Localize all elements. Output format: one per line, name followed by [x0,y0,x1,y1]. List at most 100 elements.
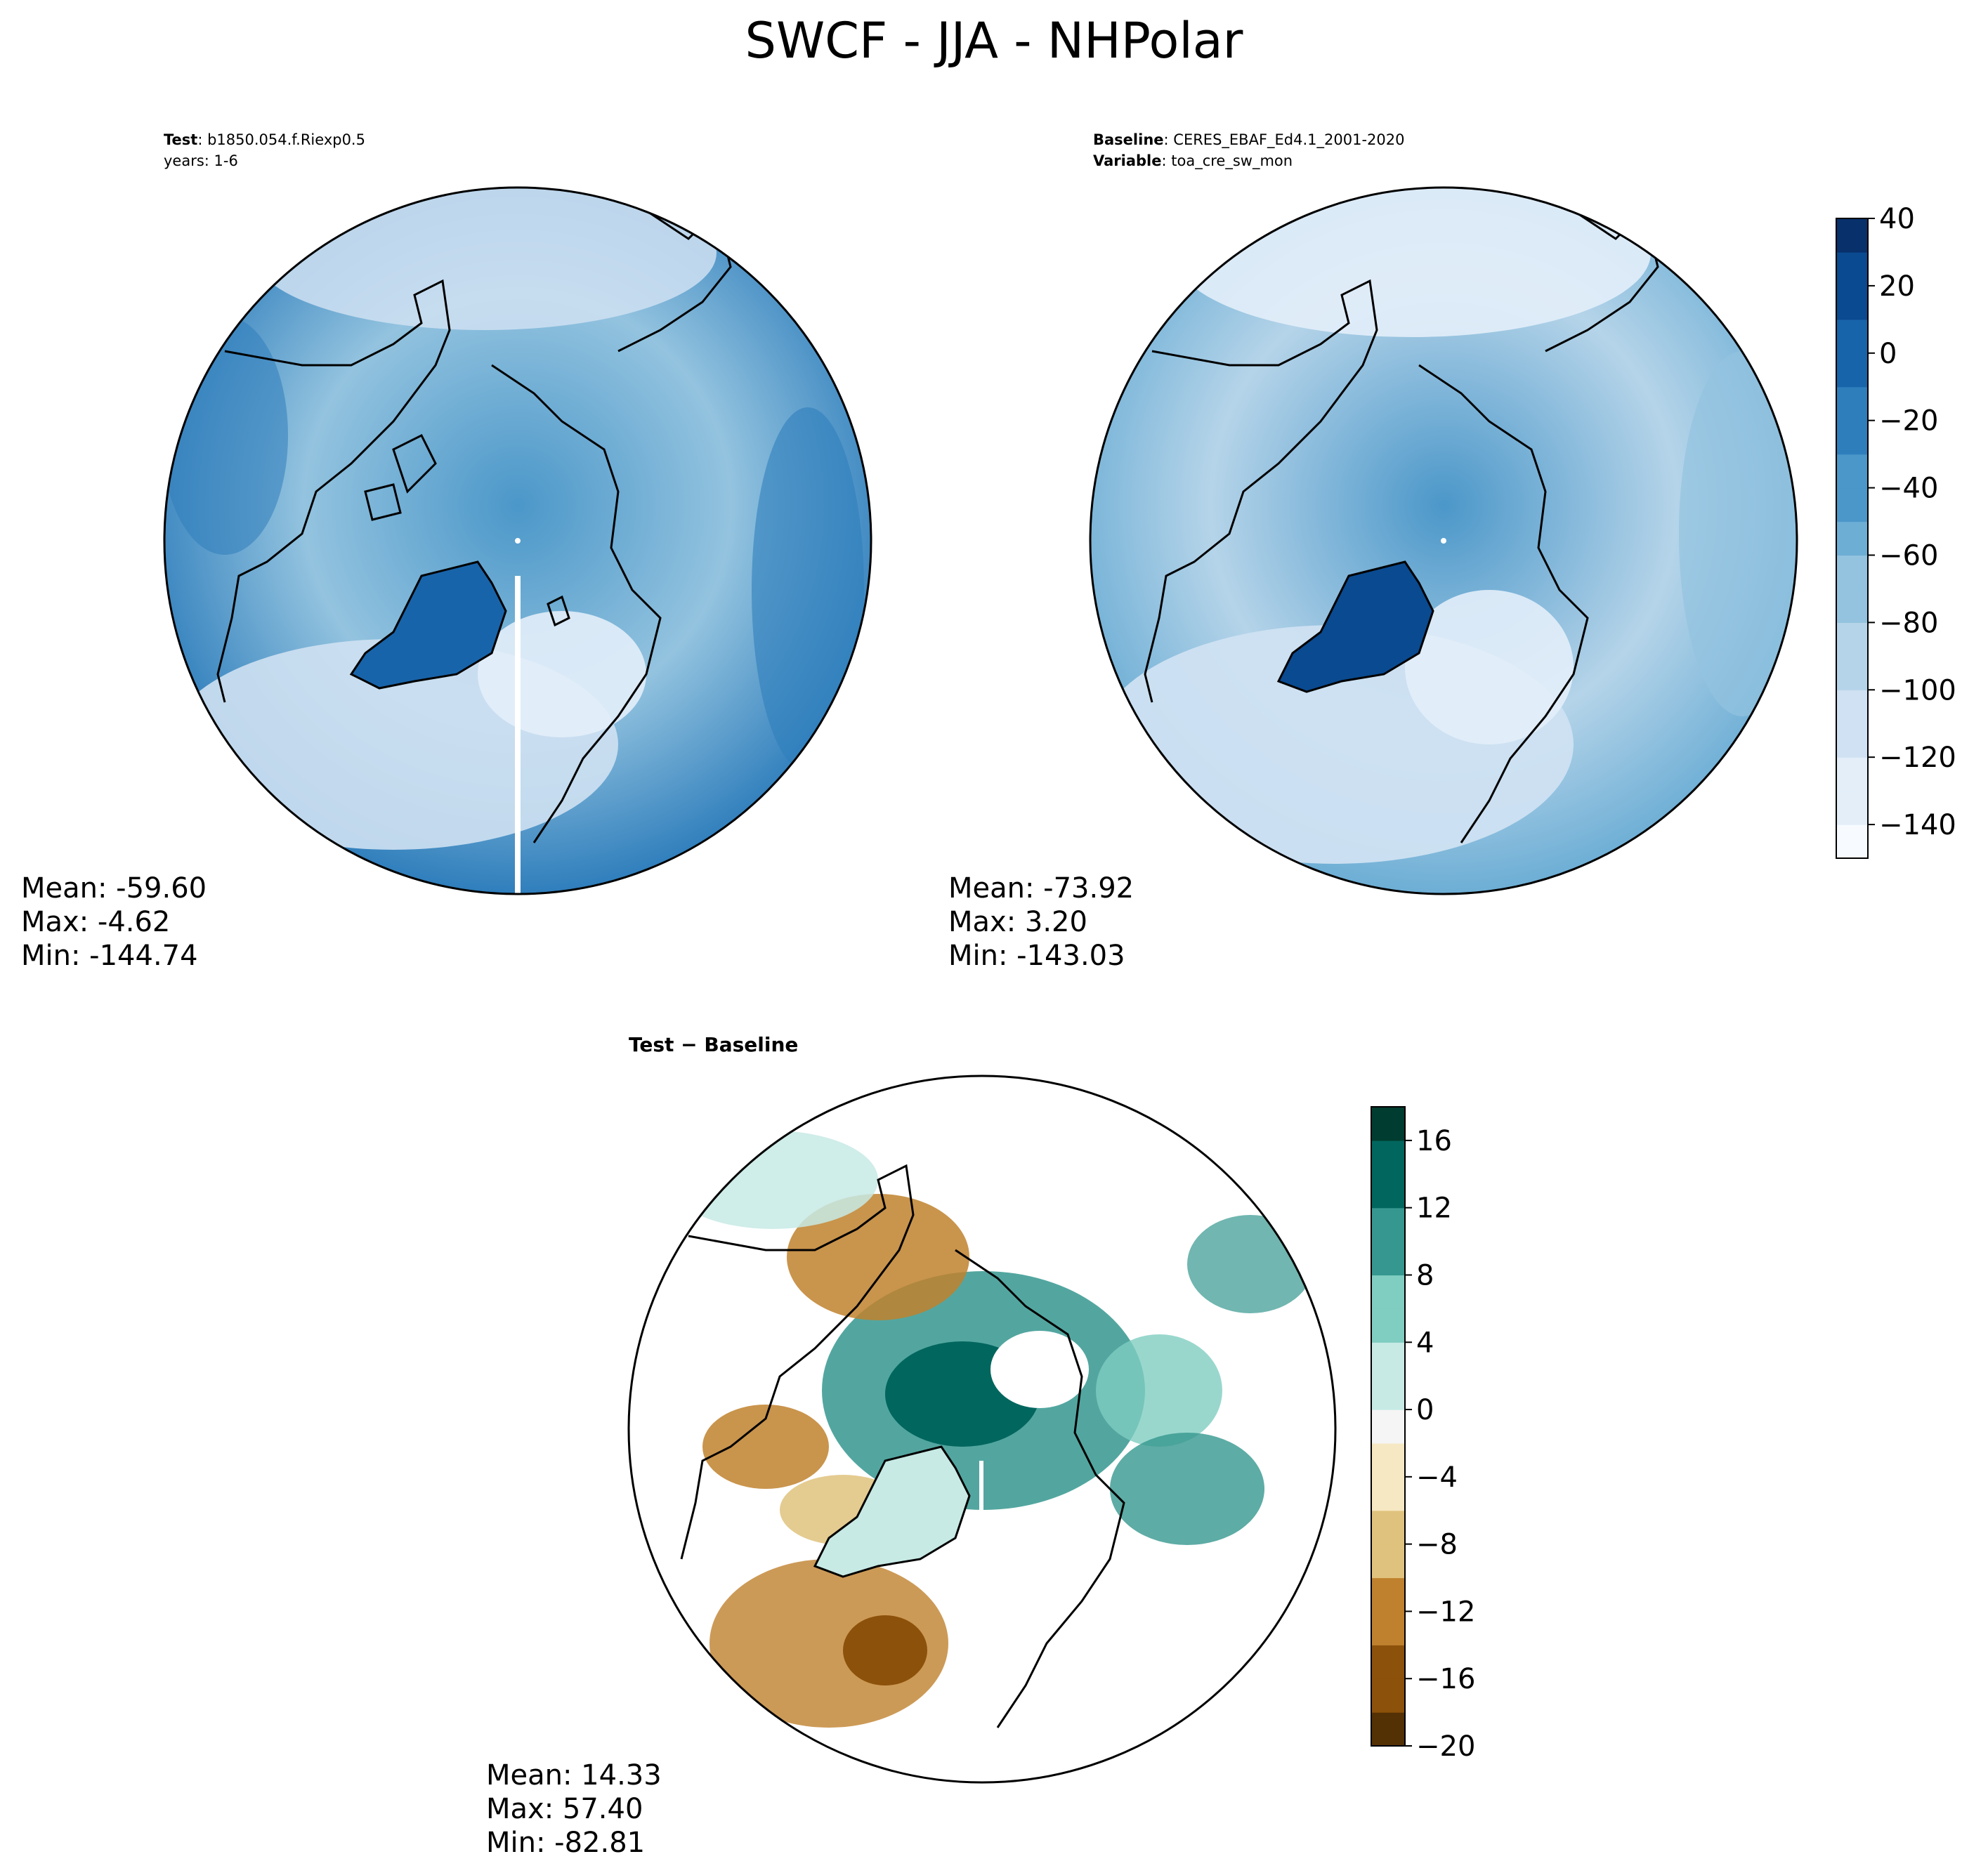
main-colorbar-tick-label: −40 [1879,473,1938,505]
main-colorbar-segment [1836,353,1868,388]
diff-colorbar-segment [1371,1275,1405,1309]
diff-colorbar-segment [1371,1510,1405,1545]
variable-label-value: toa_cre_sw_mon [1171,152,1293,170]
main-colorbar-tick-label: −120 [1879,742,1956,774]
main-colorbar-segment [1836,622,1868,657]
main-colorbar-tick-label: 20 [1879,270,1915,303]
main-colorbar-segment [1836,251,1868,287]
baseline-label-sep: : [1164,131,1174,148]
test-mean: Mean: -59.60 [21,872,207,905]
main-colorbar-tick-label: −60 [1879,539,1938,572]
diff-colorbar-segment [1371,1241,1405,1276]
diff-panel: Test − Baseline Mean: 14.33 Max: 57.40 M… [486,1033,1337,1859]
diff-colorbar-segment [1371,1712,1405,1747]
diff-colorbar-segment [1371,1207,1405,1242]
baseline-min: Min: -143.03 [948,940,1125,972]
diff-colorbar-segment [1371,1107,1405,1141]
variable-label-key: Variable [1093,152,1161,169]
test-map-border [163,186,872,895]
diff-colorbar-tick-label: −20 [1416,1730,1475,1763]
diff-colorbar-segment [1371,1442,1405,1478]
test-min: Min: -144.74 [21,940,198,972]
diff-max: Max: 57.40 [486,1793,643,1825]
baseline-map-border [1089,186,1798,895]
main-colorbar-segment [1836,555,1868,590]
baseline-mean: Mean: -73.92 [948,872,1134,905]
diff-colorbar-tick-label: 0 [1416,1394,1434,1426]
baseline-map [1090,188,1797,894]
main-colorbar-segment [1836,656,1868,690]
main-colorbar-segment [1836,723,1868,758]
diff-map [629,1076,1335,1782]
main-colorbar-segment [1836,487,1868,523]
diff-colorbar-segment [1371,1645,1405,1679]
diff-colorbar-tick-label: 16 [1416,1125,1452,1157]
main-colorbar-segment [1836,690,1868,724]
diff-min: Min: -82.81 [486,1827,645,1859]
baseline-max: Max: 3.20 [948,906,1087,938]
greenland-shape-baseline [1276,560,1434,693]
diff-mean: Mean: 14.33 [486,1759,662,1792]
diff-colorbar: 16 12 8 4 0 −4 −8 −12 −16 −20 [1371,1106,1475,1763]
coastline-islands [364,433,570,627]
diff-colorbar-segment [1371,1678,1405,1713]
diff-colorbar-segment [1371,1577,1405,1612]
coastline-eurasia [491,364,662,843]
main-colorbar-segment [1836,824,1868,859]
svg-text:Baseline: CERES_EBAF_Ed4.1_200: Baseline: CERES_EBAF_Ed4.1_2001-2020 [1093,131,1404,149]
variable-label-sep: : [1161,152,1171,169]
svg-text:Test: b1850.054.f.Riexp0.5: Test: b1850.054.f.Riexp0.5 [164,131,365,148]
main-colorbar-tick-label: −100 [1879,674,1956,707]
diff-title: Test − Baseline [629,1033,798,1056]
coastline-siberia [617,209,732,353]
main-colorbar-tick-label: 40 [1879,203,1915,235]
main-colorbar-segment [1836,285,1868,320]
coastline-eurasia-baseline [1418,364,1589,843]
test-panel: Test: b1850.054.f.Riexp0.5 years: 1-6 Me… [21,131,872,972]
main-colorbar-tick-label: −140 [1879,809,1956,841]
diff-map-border [627,1074,1337,1784]
main-colorbar-tick-label: 0 [1879,338,1897,370]
test-label-key: Test [164,131,197,148]
main-colorbar-tick-label: −80 [1879,607,1938,639]
main-colorbar-segment [1836,386,1868,421]
main-colorbar-segment [1836,589,1868,623]
main-colorbar-segment [1836,218,1868,253]
main-colorbar: 40 20 0 −20 −40 −60 −80 −100 −120 −140 [1836,203,1956,859]
diff-colorbar-segment [1371,1174,1405,1209]
main-colorbar-segment [1836,791,1868,825]
diff-colorbar-segment [1371,1409,1405,1444]
greenland-shape [349,560,507,690]
svg-text:Variable: toa_cre_sw_mon: Variable: toa_cre_sw_mon [1093,152,1293,170]
main-colorbar-segment [1836,521,1868,556]
coastline-north-america [216,279,451,703]
diff-colorbar-segment [1371,1611,1405,1645]
main-colorbar-frame [1836,218,1869,859]
test-label-sep: : [197,131,207,148]
coastline-siberia-baseline [1545,209,1659,353]
main-colorbar-segment [1836,420,1868,455]
main-colorbar-tick-label: −20 [1879,405,1938,438]
baseline-label-key: Baseline [1093,131,1164,148]
diff-colorbar-segment [1371,1140,1405,1175]
test-max: Max: -4.62 [21,906,170,938]
baseline-panel: Baseline: CERES_EBAF_Ed4.1_2001-2020 Var… [948,131,1798,972]
diff-colorbar-segment [1371,1308,1405,1343]
diff-greenland-shape [813,1445,971,1578]
diff-colorbar-segment [1371,1376,1405,1410]
diff-colorbar-frame [1371,1106,1406,1747]
main-colorbar-segment [1836,319,1868,354]
diff-colorbar-segment [1371,1476,1405,1511]
coastline-north-america-baseline [1144,279,1378,703]
diff-colorbar-tick-label: −4 [1416,1461,1458,1494]
diff-colorbar-tick-label: 8 [1416,1259,1434,1292]
main-colorbar-segment [1836,454,1868,489]
figure-title: SWCF - JJA - NHPolar [745,12,1243,70]
diff-colorbar-segment [1371,1544,1405,1579]
diff-colorbar-tick-label: −12 [1416,1596,1475,1628]
main-colorbar-segment [1836,757,1868,791]
diff-coastline-eurasia [955,1249,1125,1728]
diff-colorbar-tick-label: −16 [1416,1663,1475,1695]
test-years: years: 1-6 [164,152,238,169]
